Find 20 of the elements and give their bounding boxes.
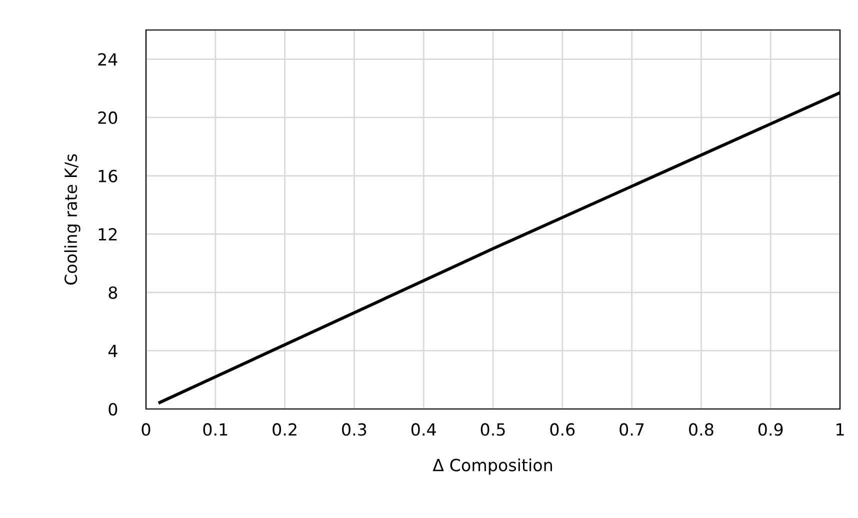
x-tick-label: 0.9 bbox=[758, 423, 783, 436]
x-tick-label: 0.2 bbox=[272, 423, 296, 436]
y-axis-title: Cooling rate K/s bbox=[64, 154, 80, 285]
x-tick-label: 1 bbox=[836, 423, 844, 436]
x-tick-label: 0.1 bbox=[203, 423, 228, 436]
y-tick-label: 0 bbox=[108, 402, 118, 416]
x-tick-label: 0.7 bbox=[620, 423, 644, 436]
y-tick-label: 4 bbox=[108, 344, 118, 358]
y-tick-label: 24 bbox=[98, 53, 118, 66]
x-axis-title: Δ Composition bbox=[432, 458, 552, 475]
y-tick-label: 8 bbox=[108, 286, 118, 299]
x-tick-label: 0.8 bbox=[689, 423, 714, 436]
x-tick-label: 0 bbox=[142, 423, 150, 436]
x-tick-label: 0.5 bbox=[480, 423, 505, 436]
x-tick-label: 0.3 bbox=[342, 423, 366, 436]
y-tick-label: 12 bbox=[98, 228, 117, 240]
x-tick-label: 0.4 bbox=[411, 423, 436, 436]
y-tick-label: 20 bbox=[98, 111, 118, 124]
x-tick-label: 0.6 bbox=[550, 423, 575, 436]
y-tick-label: 16 bbox=[98, 170, 118, 182]
